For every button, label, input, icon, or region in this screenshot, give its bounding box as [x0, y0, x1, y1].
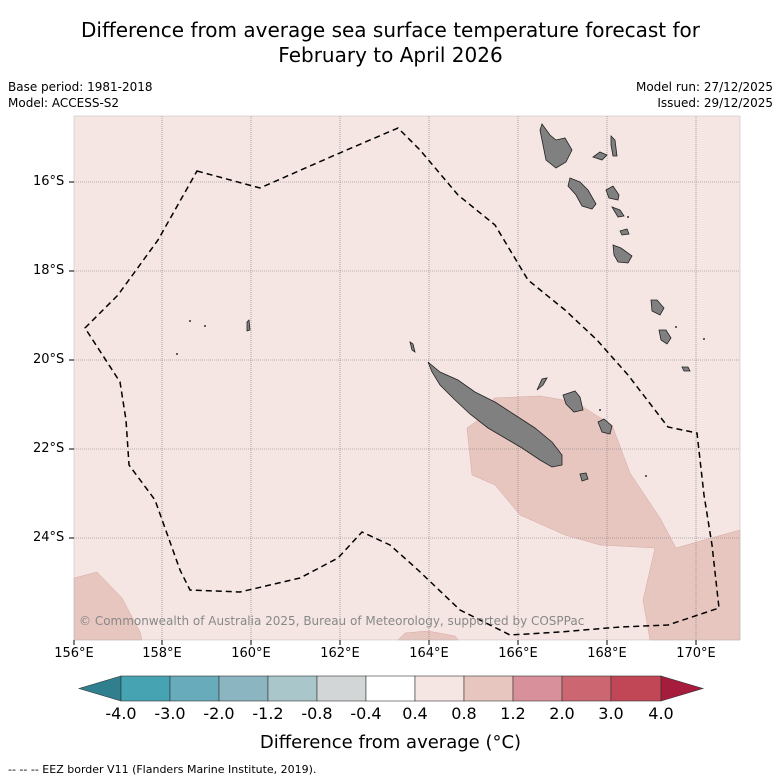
- pentecost: [605, 185, 620, 201]
- lon-label-156e: 156°E: [54, 646, 94, 661]
- colorbar-label: 4.0: [648, 704, 674, 723]
- lon-label-162e: 162°E: [320, 646, 360, 661]
- colorbar-label: -0.4: [350, 704, 382, 723]
- colorbar-label: -4.0: [105, 704, 137, 723]
- colorbar-swatch-3: [218, 675, 269, 702]
- lat-label-18s: 18°S: [33, 263, 65, 278]
- colorbar-swatch-9: [512, 675, 563, 702]
- meta-left: Base period: 1981-2018 Model: ACCESS-S2: [8, 79, 153, 111]
- colorbar-swatch-6: [365, 675, 416, 702]
- title-line-2: February to April 2026: [278, 43, 503, 67]
- map-background: [74, 116, 740, 640]
- isle-of-pines: [579, 472, 589, 482]
- lon-label-160e: 160°E: [231, 646, 271, 661]
- title-line-1: Difference from average sea surface temp…: [80, 18, 700, 42]
- land-masses: [246, 123, 691, 482]
- map-frame: [73, 115, 741, 641]
- new-caledonia-island: [427, 361, 563, 468]
- colorbar-title: Difference from average (°C): [259, 732, 522, 753]
- colorbar-swatch-7: [414, 675, 465, 702]
- lat-label-20s: 20°S: [33, 352, 65, 367]
- tanna: [658, 329, 672, 345]
- tick-marks: [69, 181, 697, 645]
- ambae: [592, 151, 608, 161]
- colorbar-extend-low: [77, 675, 122, 702]
- copyright-notice: © Commonwealth of Australia 2025, Bureau…: [79, 614, 585, 628]
- colorbar-swatch-11: [610, 675, 662, 702]
- colorbar-label: 0.8: [451, 704, 477, 723]
- colorbar-swatch-5: [316, 675, 367, 702]
- model-run: Model run: 27/12/2025: [635, 80, 773, 94]
- gridlines: [74, 116, 740, 640]
- colorbar-label: 2.0: [549, 704, 575, 723]
- espiritu-santo: [539, 123, 573, 169]
- loyalty-islands-mare: [597, 418, 613, 435]
- lat-label-24s: 24°S: [33, 530, 65, 545]
- colorbar-label: -0.8: [301, 704, 333, 723]
- epi-island: [611, 206, 625, 218]
- maewo: [610, 135, 618, 157]
- lat-label-16s: 16°S: [33, 174, 65, 189]
- issued-date: Issued: 29/12/2025: [657, 96, 773, 110]
- loyalty-islands-ouvea: [536, 377, 548, 391]
- loyalty-islands-lifou: [562, 390, 584, 413]
- lon-label-164e: 164°E: [409, 646, 449, 661]
- colorbar-swatch-1: [120, 675, 171, 702]
- small-islets: [176, 216, 705, 477]
- chesterfield-island: [246, 319, 251, 332]
- colorbar-swatch-2: [169, 675, 220, 702]
- shepherd-islands: [619, 228, 630, 236]
- colorbar-swatch-4: [267, 675, 318, 702]
- base-period: Base period: 1981-2018: [8, 80, 153, 94]
- chart-title: Difference from average sea surface temp…: [0, 18, 781, 68]
- belep-islands: [409, 341, 416, 353]
- colorbar-label: -3.0: [154, 704, 186, 723]
- meta-right: Model run: 27/12/2025 Issued: 29/12/2025: [636, 79, 773, 111]
- colorbar-swatch-8: [463, 675, 514, 702]
- colorbar: [77, 675, 705, 702]
- lon-label-158e: 158°E: [142, 646, 182, 661]
- model-name: Model: ACCESS-S2: [8, 96, 120, 110]
- lon-label-168e: 168°E: [587, 646, 627, 661]
- colorbar-label: 3.0: [598, 704, 624, 723]
- colorbar-label: 1.2: [500, 704, 526, 723]
- eez-border: [84, 127, 720, 636]
- lat-label-22s: 22°S: [33, 441, 65, 456]
- lon-label-170e: 170°E: [676, 646, 716, 661]
- colorbar-extend-high: [660, 675, 705, 702]
- lon-label-166e: 166°E: [498, 646, 538, 661]
- colorbar-label: -2.0: [203, 704, 235, 723]
- aneityum: [681, 366, 691, 372]
- colorbar-label: -1.2: [252, 704, 284, 723]
- colorbar-swatch-10: [561, 675, 612, 702]
- efate: [612, 244, 633, 264]
- malekula: [567, 177, 597, 210]
- eez-footnote: -- -- -- EEZ border V11 (Flanders Marine…: [8, 763, 317, 776]
- colorbar-label: 0.4: [402, 704, 428, 723]
- erromango: [650, 299, 665, 316]
